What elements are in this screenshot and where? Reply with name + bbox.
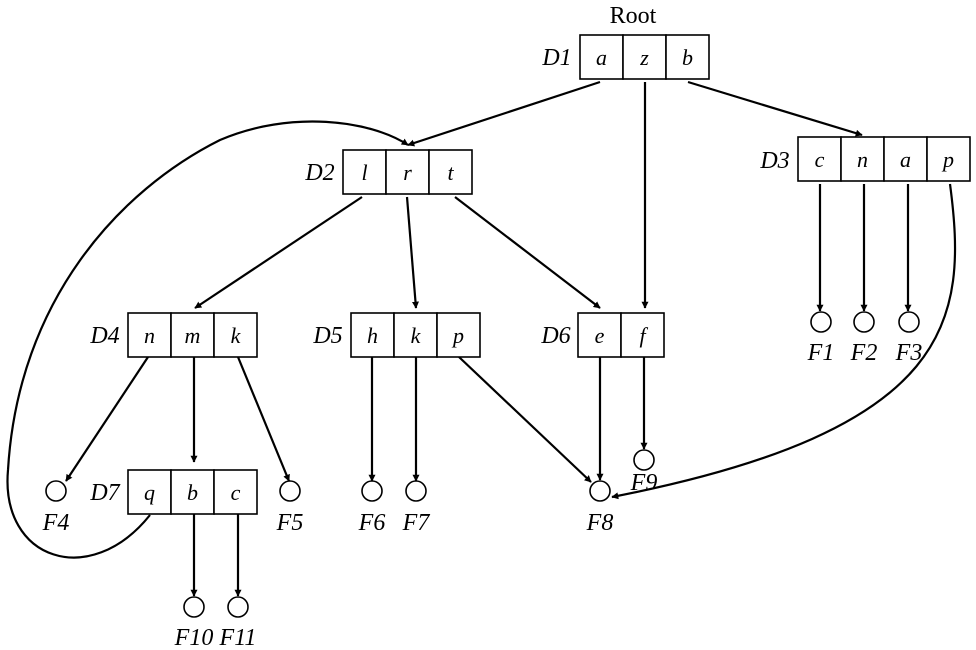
file-node-circle — [227, 596, 249, 618]
link-d2-r-to-d5 — [405, 196, 419, 309]
file-label: F7 — [402, 510, 431, 536]
directory-entry-cell — [577, 312, 622, 358]
directory-entry-name: z — [639, 45, 649, 70]
directory-entry-cell — [883, 136, 928, 182]
directory-entry-name: k — [231, 323, 242, 348]
link-d2-t-to-d6 — [454, 196, 601, 309]
link-d4-n-to-f4 — [65, 356, 149, 482]
link-d5-p-to-f8 — [458, 356, 592, 483]
file-node-circle — [361, 480, 383, 502]
file-label: F3 — [895, 340, 923, 366]
directory-entry-cell — [436, 312, 481, 358]
file-label: F1 — [807, 340, 835, 366]
file-f9: F9 — [630, 449, 658, 496]
directory-label: D1 — [541, 45, 571, 71]
directory-entry-name: l — [361, 160, 367, 185]
link-d1-b-to-d3 — [687, 80, 863, 137]
directory-entry-name: a — [900, 147, 911, 172]
directory-d2: D2 l r t — [304, 149, 473, 195]
directory-entry-cell — [170, 312, 215, 358]
file-node-circle — [279, 480, 301, 502]
file-label: F4 — [42, 510, 70, 536]
file-f3: F3 — [895, 311, 923, 366]
directory-label: D2 — [304, 160, 334, 186]
directory-d4: D4 n m k — [89, 312, 258, 358]
file-node-circle — [853, 311, 875, 333]
directory-entry-name: n — [857, 147, 868, 172]
link-d7-q-to-d2 — [6, 120, 409, 559]
directory-entry-name: b — [187, 480, 198, 505]
directory-entry-name: q — [144, 480, 155, 505]
directory-entry-name: b — [682, 45, 693, 70]
file-f10: F10 — [174, 596, 214, 650]
file-node-circle — [810, 311, 832, 333]
directory-entry-cell — [350, 312, 395, 358]
nodes-layer: D1 a z b D2 l r t D3 c n a p D4 n m k D5 h k p D6 e f D7 q b c F1 F2 F… — [42, 34, 971, 650]
file-node-circle — [405, 480, 427, 502]
directory-entry-name: t — [447, 160, 454, 185]
file-node-circle — [898, 311, 920, 333]
directory-entry-name: e — [595, 323, 605, 348]
directory-entry-name: f — [639, 323, 648, 348]
directory-entry-cell — [213, 469, 258, 515]
directory-entry-cell — [342, 149, 387, 195]
directory-d6: D6 e f — [540, 312, 665, 358]
file-f7: F7 — [402, 480, 431, 536]
directory-entry-cell — [127, 312, 172, 358]
directory-entry-name: p — [941, 147, 954, 172]
link-d4-k-to-f5 — [236, 356, 291, 482]
edges-layer — [6, 80, 957, 597]
directory-entry-cell — [926, 136, 971, 182]
link-d3-p-to-f8 — [611, 183, 957, 500]
directory-entry-cell — [840, 136, 885, 182]
directory-entry-name: n — [144, 323, 155, 348]
directory-d7: D7 q b c — [89, 469, 258, 515]
directory-label: D4 — [89, 323, 119, 349]
directory-entry-name: h — [367, 323, 378, 348]
file-node-circle — [183, 596, 205, 618]
directory-entry-cell — [428, 149, 473, 195]
directory-entry-name: r — [403, 160, 412, 185]
file-label: F2 — [850, 340, 878, 366]
file-node-circle — [633, 449, 655, 471]
directory-entry-cell — [665, 34, 710, 80]
directory-entry-cell — [385, 149, 430, 195]
directory-entry-cell — [393, 312, 438, 358]
directory-entry-name: a — [596, 45, 607, 70]
file-f4: F4 — [42, 480, 70, 536]
file-f1: F1 — [807, 311, 835, 366]
directory-entry-cell — [170, 469, 215, 515]
directory-entry-name: k — [411, 323, 422, 348]
directory-entry-name: c — [815, 147, 825, 172]
directory-label: D7 — [89, 480, 120, 506]
file-f5: F5 — [276, 480, 304, 536]
directory-label: D3 — [759, 148, 789, 174]
directory-entry-cell — [620, 312, 665, 358]
directory-entry-name: c — [231, 480, 241, 505]
file-label: F11 — [219, 625, 257, 650]
directory-d3: D3 c n a p — [759, 136, 971, 182]
link-d1-a-to-d2 — [407, 80, 601, 147]
file-label: F9 — [630, 470, 658, 496]
file-f6: F6 — [358, 480, 386, 536]
file-f11: F11 — [219, 596, 257, 650]
directory-entry-cell — [213, 312, 258, 358]
file-label: F5 — [276, 510, 304, 536]
file-node-circle — [589, 480, 611, 502]
directory-d1: D1 a z b — [541, 34, 710, 80]
file-f2: F2 — [850, 311, 878, 366]
directory-label: D6 — [540, 323, 570, 349]
link-d2-l-to-d4 — [194, 196, 363, 309]
directory-entry-name: p — [451, 323, 464, 348]
directory-d5: D5 h k p — [312, 312, 481, 358]
directory-entry-name: m — [185, 323, 201, 348]
file-label: F6 — [358, 510, 386, 536]
file-label: F8 — [586, 510, 614, 536]
file-f8: F8 — [586, 480, 614, 536]
root-label: Root — [610, 3, 657, 29]
file-label: F10 — [174, 625, 214, 650]
directory-label: D5 — [312, 323, 342, 349]
file-node-circle — [45, 480, 67, 502]
